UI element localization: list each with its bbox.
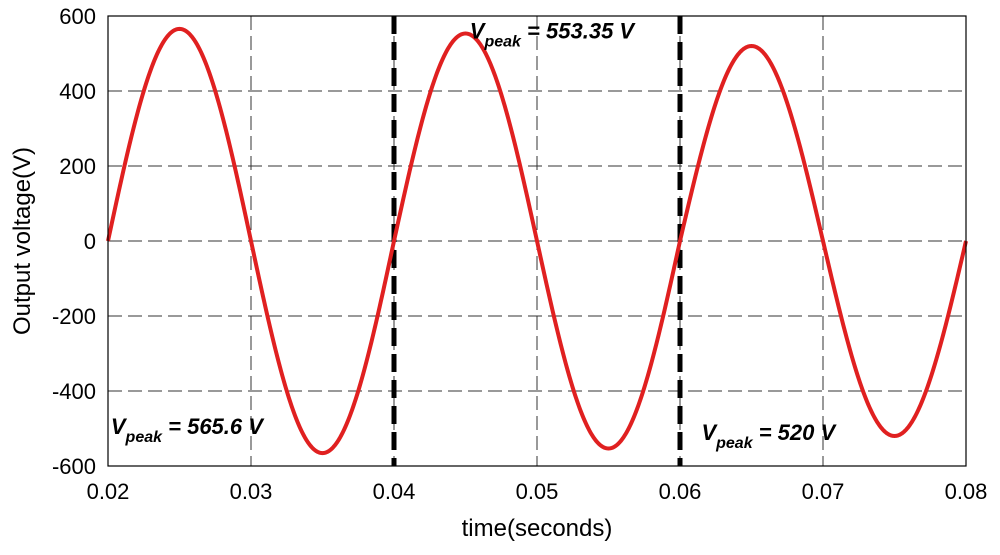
curve-layer xyxy=(106,26,968,456)
voltage-series-line xyxy=(106,26,968,456)
y-tick-labels: 600 400 200 0 -200 -400 -600 xyxy=(52,4,96,479)
x-tick-label: 0.04 xyxy=(373,479,416,504)
y-tick-label: 0 xyxy=(84,229,96,254)
x-tick-label: 0.07 xyxy=(802,479,845,504)
y-tick-label: 200 xyxy=(59,154,96,179)
y-axis-title: Output voltage(V) xyxy=(9,147,36,335)
vpeak-annotation: Vpeak = 565.6 V xyxy=(111,414,265,446)
x-tick-label: 0.06 xyxy=(659,479,702,504)
plot-frame xyxy=(107,15,967,467)
vpeak-annotation: Vpeak = 553.35 V xyxy=(470,19,637,51)
x-tick-label: 0.03 xyxy=(230,479,273,504)
x-tick-label: 0.08 xyxy=(945,479,988,504)
x-tick-labels: 0.02 0.03 0.04 0.05 0.06 0.07 0.08 xyxy=(87,479,988,504)
y-tick-label: 600 xyxy=(59,4,96,29)
vpeak-annotation: Vpeak = 520 V xyxy=(701,420,837,452)
x-tick-label: 0.05 xyxy=(516,479,559,504)
y-tick-label: -200 xyxy=(52,304,96,329)
annotations: Vpeak = 565.6 V Vpeak = 553.35 V Vpeak = 5… xyxy=(111,19,838,452)
x-tick-label: 0.02 xyxy=(87,479,130,504)
x-axis-title: time(seconds) xyxy=(462,515,613,542)
y-tick-label: -600 xyxy=(52,454,96,479)
y-tick-label: 400 xyxy=(59,79,96,104)
y-tick-label: -400 xyxy=(52,379,96,404)
